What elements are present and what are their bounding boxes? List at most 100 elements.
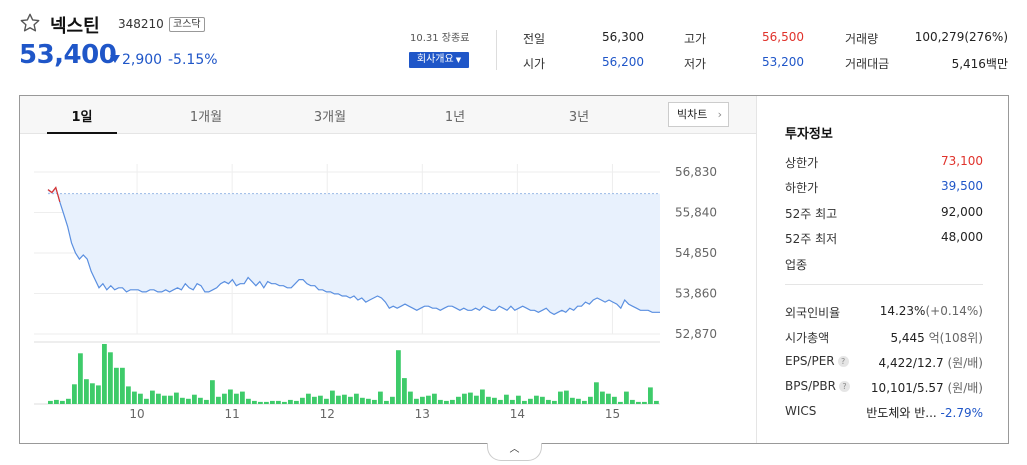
volume-bar xyxy=(654,400,659,404)
amount-value: 5,416백만 xyxy=(951,57,1008,71)
volume-bar xyxy=(402,378,407,404)
volume-bar xyxy=(78,353,83,404)
volume-bar xyxy=(426,395,431,404)
volume-bar xyxy=(198,397,203,404)
volume-bar xyxy=(276,400,281,404)
tab-1y[interactable]: 1년 xyxy=(444,110,466,125)
x-tick-label: 15 xyxy=(605,407,620,421)
bps-pbr-label: BPS/PBR? xyxy=(785,379,850,393)
volume-bar xyxy=(438,399,443,404)
eps-per-label: EPS/PER? xyxy=(785,354,849,368)
volume-bar xyxy=(498,399,503,404)
volume-bar xyxy=(612,396,617,404)
volume-bar xyxy=(144,398,149,404)
bps-pbr-label-text: BPS/PBR xyxy=(785,379,836,393)
volume-bar xyxy=(492,397,497,404)
company-overview-button[interactable]: 회사개요 ▼ xyxy=(409,52,469,68)
volume-bar xyxy=(600,391,605,404)
help-icon[interactable]: ? xyxy=(837,356,849,367)
volume-bar xyxy=(228,389,233,404)
active-tab-indicator xyxy=(47,132,117,134)
x-tick-label: 10 xyxy=(129,407,144,421)
eps-per-label-text: EPS/PER xyxy=(785,354,835,368)
volume-bar xyxy=(642,401,647,404)
volume-bar xyxy=(132,391,137,404)
x-tick-label: 11 xyxy=(225,407,240,421)
volume-bar xyxy=(174,392,179,404)
volume-bar xyxy=(630,399,635,404)
volume-bar xyxy=(114,367,119,404)
volume-bar xyxy=(246,398,251,404)
volume-bar xyxy=(150,390,155,404)
x-tick-label: 13 xyxy=(415,407,430,421)
volume-bar xyxy=(324,398,329,404)
volume-bar xyxy=(522,400,527,404)
volume-bar xyxy=(390,396,395,404)
volume-bar xyxy=(138,393,143,404)
tab-1m[interactable]: 1개월 xyxy=(189,110,223,125)
tab-1d[interactable]: 1일 xyxy=(71,110,93,125)
volume-bar xyxy=(594,382,599,404)
volume-bar xyxy=(102,344,107,404)
volume-bar xyxy=(480,389,485,404)
high-label: 고가 xyxy=(684,32,707,46)
caret-down-icon: ▼ xyxy=(455,56,462,64)
volume-bar xyxy=(576,398,581,404)
volume-bar xyxy=(264,401,269,404)
volume-bar xyxy=(204,399,209,404)
tab-3m[interactable]: 3개월 xyxy=(313,110,347,125)
amount-label: 거래대금 xyxy=(845,57,890,71)
volume-value: 100,279(276%) xyxy=(914,30,1008,44)
market-cap-number: 5,445 xyxy=(890,331,925,345)
volume-bar xyxy=(408,391,413,404)
wics-sector-link[interactable]: 반도체와 반... xyxy=(866,406,937,420)
volume-bar xyxy=(48,400,53,404)
star-favorite-icon[interactable] xyxy=(19,12,41,34)
volume-bar xyxy=(210,380,215,404)
bigchart-button[interactable]: 빅차트 › xyxy=(668,102,729,127)
volume-bar xyxy=(282,401,287,404)
lower-limit-label: 하한가 xyxy=(785,181,819,195)
x-tick-label: 14 xyxy=(510,407,525,421)
expand-toggle-button[interactable]: ︿ xyxy=(487,443,542,461)
help-icon[interactable]: ? xyxy=(838,381,850,392)
change-rate: -5.15% xyxy=(168,52,218,68)
down-arrow-icon xyxy=(110,55,120,63)
price-line xyxy=(47,186,660,316)
low-value: 53,200 xyxy=(762,55,804,69)
volume-bar xyxy=(552,400,557,404)
volume-bar xyxy=(504,394,509,404)
volume-bar xyxy=(84,379,89,404)
divider xyxy=(785,284,983,285)
volume-bar xyxy=(636,401,641,404)
low-52w-label: 52주 최저 xyxy=(785,232,838,246)
volume-bar xyxy=(420,396,425,404)
volume-bar xyxy=(564,390,569,404)
volume-bar xyxy=(216,396,221,404)
volume-label: 거래량 xyxy=(845,32,879,46)
volume-bar xyxy=(468,392,473,404)
eps-per-unit: (원/배) xyxy=(947,356,984,370)
period-tabs xyxy=(20,96,756,134)
volume-bar xyxy=(90,383,95,404)
volume-bar xyxy=(450,399,455,404)
volume-bar xyxy=(336,395,341,404)
y-tick-label: 56,830 xyxy=(675,165,717,179)
price-line-up xyxy=(47,186,61,203)
wics-label: WICS xyxy=(785,404,817,418)
tab-3y[interactable]: 3년 xyxy=(568,110,590,125)
volume-bar xyxy=(606,393,611,404)
volume-bar xyxy=(570,397,575,404)
volume-bar xyxy=(456,396,461,404)
volume-bar xyxy=(648,387,653,404)
sector-label: 업종 xyxy=(785,258,808,272)
volume-bar xyxy=(156,393,161,404)
volume-bar xyxy=(366,398,371,404)
lower-limit-value: 39,500 xyxy=(941,179,983,193)
volume-bar xyxy=(474,395,479,404)
bps-pbr-unit: (원/배) xyxy=(947,381,984,395)
bps-pbr-value: 10,101/5.57 (원/배) xyxy=(871,379,983,396)
volume-bar xyxy=(126,386,131,404)
volume-bar xyxy=(180,397,185,404)
low-label: 저가 xyxy=(684,57,707,71)
